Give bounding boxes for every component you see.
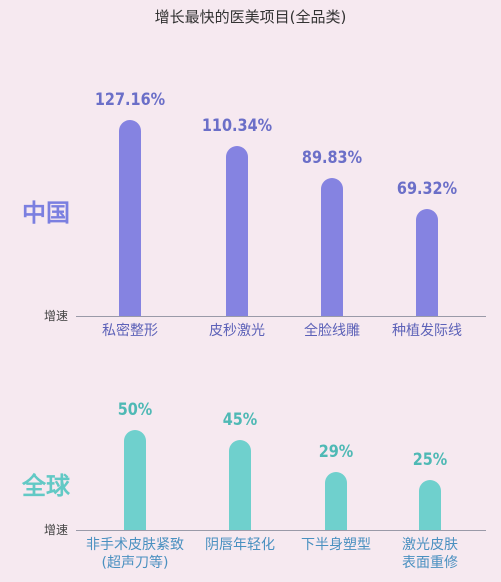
axis-label: 增速 xyxy=(44,309,69,323)
bar xyxy=(119,120,141,316)
region-label: 全球 xyxy=(22,472,70,500)
value-label: 127.16% xyxy=(94,90,166,110)
value-label: 25% xyxy=(412,450,448,470)
value-label: 29% xyxy=(318,442,354,462)
category-label: 皮秒激光 xyxy=(209,323,265,339)
region-label: 中国 xyxy=(22,199,70,227)
axis-label: 增速 xyxy=(44,523,69,537)
value-label: 45% xyxy=(222,410,258,430)
category-label: 激光皮肤 表面重修 xyxy=(402,537,458,571)
value-label: 89.83% xyxy=(301,147,363,168)
category-label: 种植发际线 xyxy=(392,323,462,339)
bar xyxy=(321,177,343,316)
category-label: 下半身塑型 xyxy=(301,537,371,553)
value-label: 69.32% xyxy=(396,179,458,200)
bar xyxy=(419,480,441,530)
bar xyxy=(124,430,146,530)
bar xyxy=(416,209,438,316)
bar xyxy=(226,145,248,316)
category-label: 全脸线雕 xyxy=(304,323,360,339)
category-label: 阴唇年轻化 xyxy=(205,537,275,553)
category-label: 非手术皮肤紧致 (超声刀等) xyxy=(86,537,184,571)
category-label: 私密整形 xyxy=(102,323,158,339)
bar xyxy=(229,440,251,530)
value-label: 50% xyxy=(117,400,153,420)
baseline xyxy=(76,316,486,317)
bar xyxy=(325,472,347,530)
baseline xyxy=(76,530,486,531)
title: 增长最快的医美项目(全品类) xyxy=(154,8,347,26)
value-label: 110.34% xyxy=(201,115,273,136)
